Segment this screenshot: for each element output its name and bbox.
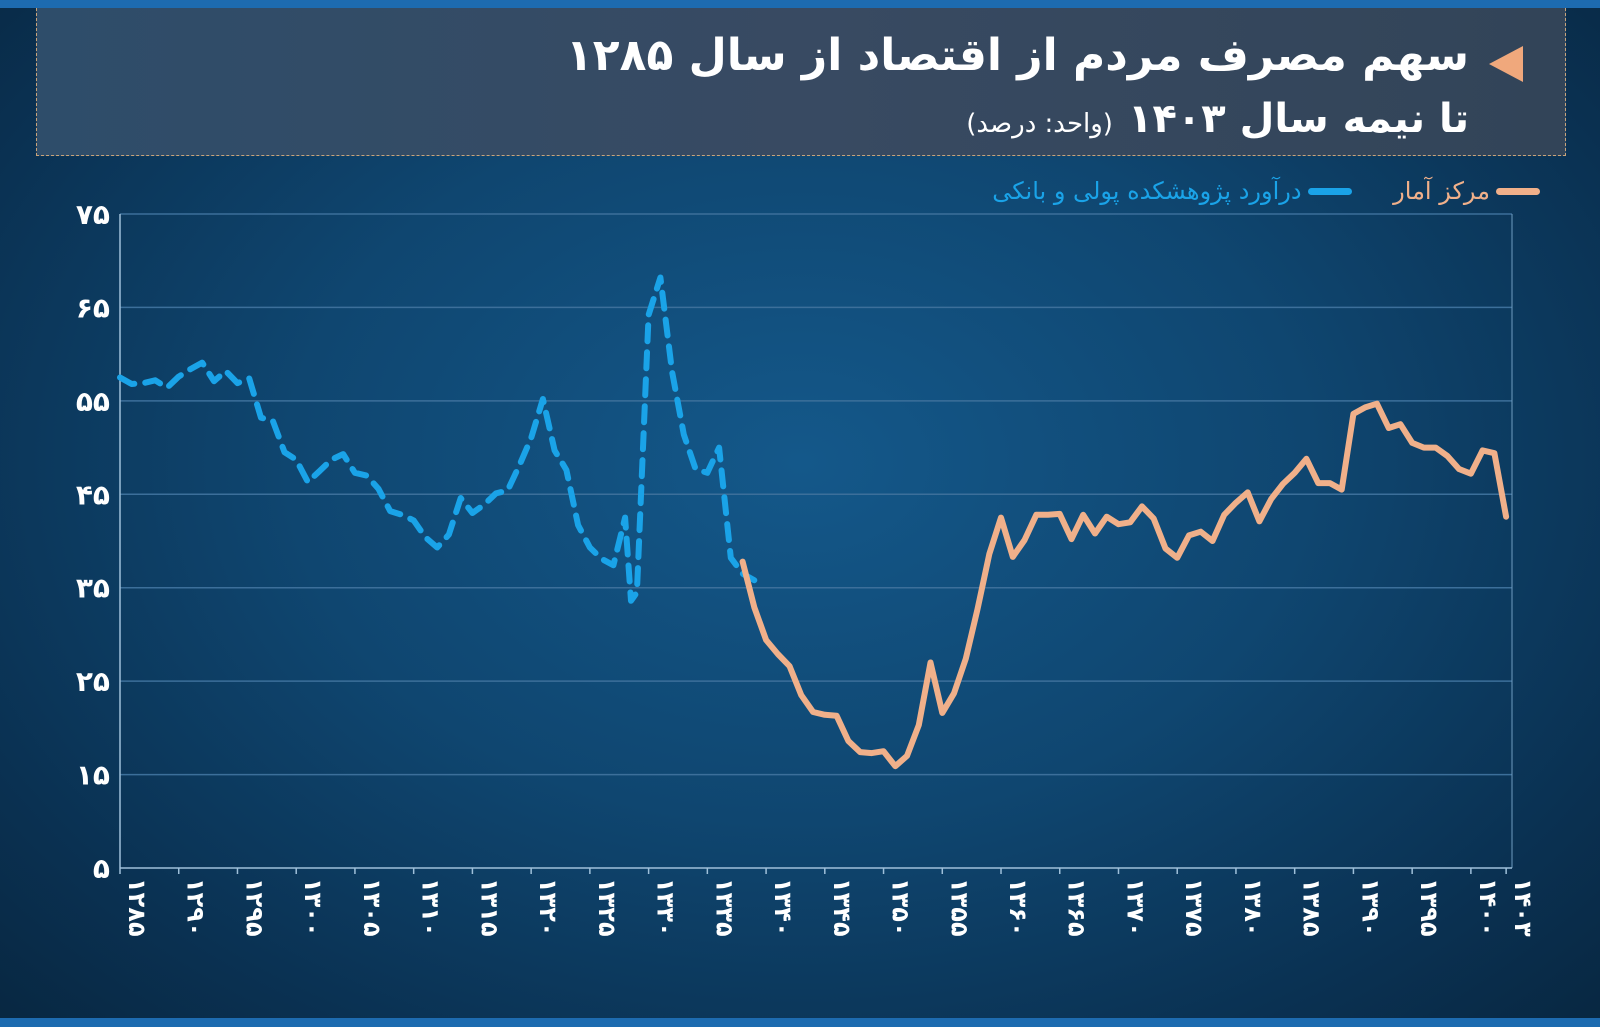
x-tick-label: ۱۳۳۵ (710, 878, 738, 937)
legend-item-monetary-research: درآورد پژوهشکده پولی و بانکی (992, 177, 1352, 205)
x-tick-label: ۱۳۵۰ (887, 878, 915, 937)
y-tick-label: ۱۵ (76, 759, 110, 792)
x-tick-labels: ۱۲۸۵ ۱۲۹۰ ۱۲۹۵ ۱۳۰۰ ۱۳۰۵ ۱۳۱۰ ۱۳۱۵ ۱۳۲۰ ۱۳۲۵ ۱۳۳۰… (123, 878, 1537, 937)
legend-swatch-icon (1496, 187, 1540, 195)
y-tick-label: ۲۵ (76, 665, 110, 698)
x-tick-label: ۱۳۶۰ (1004, 878, 1032, 937)
top-accent-bar (0, 0, 1600, 8)
chart-subtitle-main: تا نیمه سال ۱۴۰۳ (1128, 96, 1469, 142)
x-tick-label: ۱۲۸۵ (123, 878, 151, 937)
x-tick-label: ۱۳۱۵ (475, 878, 503, 937)
y-tick-label: ۴۵ (76, 478, 110, 511)
chart-title: سهم مصرف مردم از اقتصاد از سال ۱۲۸۵ (565, 30, 1469, 81)
chart-subtitle: تا نیمه سال ۱۴۰۳ (واحد: درصد) (966, 96, 1469, 142)
x-tick-label: ۱۳۶۵ (1063, 878, 1091, 937)
y-tick-label: ۷۵ (76, 198, 110, 231)
legend-swatch-icon (1307, 187, 1352, 195)
y-tick-labels: ۷۵ ۶۵ ۵۵ ۴۵ ۳۵ ۲۵ ۱۵ ۵ (76, 198, 110, 885)
y-tick-label: ۶۵ (76, 291, 110, 324)
x-tick-label: ۱۳۸۰ (1239, 878, 1267, 937)
legend-label: درآورد پژوهشکده پولی و بانکی (992, 177, 1302, 205)
chart-legend: مرکز آمار درآورد پژوهشکده پولی و بانکی (958, 176, 1540, 206)
x-tick-label: ۱۳۲۰ (534, 878, 562, 937)
x-tick-label: ۱۲۹۰ (182, 878, 210, 937)
x-tick-label: ۱۳۹۰ (1356, 878, 1384, 937)
title-arrow-icon (1489, 46, 1523, 82)
bottom-accent-bar (0, 1018, 1600, 1027)
axis-layer (119, 214, 1513, 874)
x-tick-label: ۱۳۴۰ (769, 878, 797, 937)
x-tick-label: ۱۳۰۵ (358, 878, 386, 937)
series-line-statistics-center (739, 400, 1510, 770)
grid-layer (120, 213, 1512, 776)
x-tick-label: ۱۲۹۵ (240, 878, 268, 937)
x-tick-label: ۱۳۱۰ (417, 878, 445, 937)
x-tick-label: ۱۳۷۵ (1180, 878, 1208, 937)
x-tick-label: ۱۳۲۵ (593, 878, 621, 937)
series-line-monetary-research (117, 274, 758, 604)
y-tick-label: ۳۵ (76, 572, 110, 605)
x-tick-label: ۱۳۰۰ (299, 878, 327, 937)
unit-label: (واحد: درصد) (966, 109, 1113, 139)
series-layer (117, 274, 1510, 770)
legend-label: مرکز آمار (1393, 177, 1490, 205)
x-tick-label: ۱۳۳۰ (652, 878, 680, 937)
y-tick-label: ۵۵ (76, 385, 110, 418)
x-tick-label: ۱۳۹۵ (1415, 878, 1443, 937)
x-tick-label: ۱۳۴۵ (828, 878, 856, 937)
title-panel: سهم مصرف مردم از اقتصاد از سال ۱۲۸۵ تا ن… (36, 8, 1566, 156)
x-tick-label: ۱۳۷۰ (1121, 878, 1149, 937)
legend-item-statistics-center: مرکز آمار (1393, 177, 1540, 205)
x-tick-label: ۱۴۰۳ (1509, 878, 1537, 937)
x-tick-label: ۱۳۵۵ (945, 878, 973, 937)
y-tick-label: ۵ (93, 852, 110, 885)
x-tick-label: ۱۴۰۰ (1474, 878, 1502, 937)
x-tick-label: ۱۳۸۵ (1298, 878, 1326, 937)
